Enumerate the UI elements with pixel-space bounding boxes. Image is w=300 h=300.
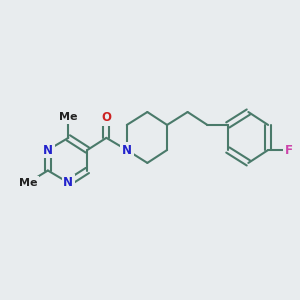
Text: N: N <box>43 143 53 157</box>
Text: N: N <box>122 143 132 157</box>
Text: O: O <box>101 111 111 124</box>
Text: Me: Me <box>59 112 78 122</box>
Text: F: F <box>285 143 292 157</box>
Text: Me: Me <box>19 178 38 188</box>
Text: N: N <box>63 176 74 189</box>
